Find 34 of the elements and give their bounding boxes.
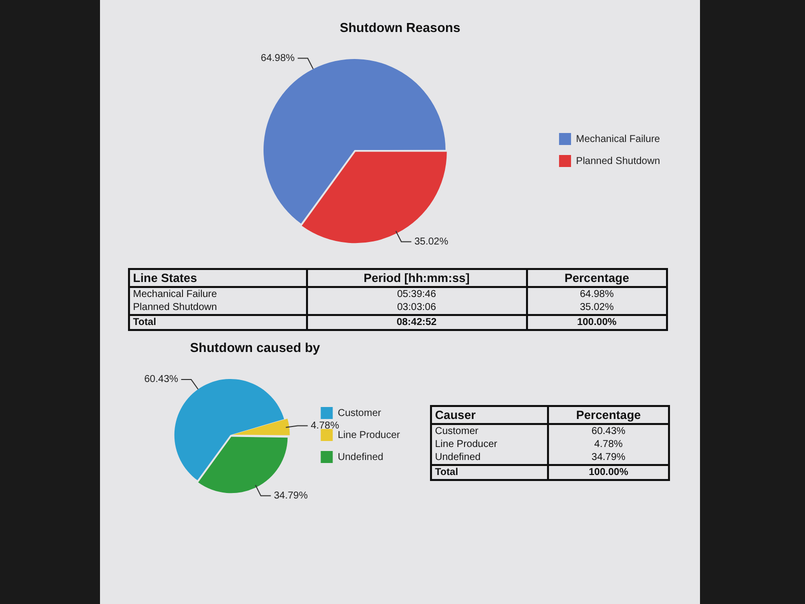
legend-label: Undefined: [338, 452, 384, 463]
legend-label: Line Producer: [338, 430, 401, 441]
text: 34.79%: [592, 452, 626, 463]
legend-label: Mechanical Failure: [576, 134, 660, 145]
text: 100.00%: [526, 315, 667, 330]
text: 100.00%: [548, 465, 669, 480]
text: 4.78%: [594, 439, 623, 450]
text: 08:42:52: [306, 315, 527, 330]
data-label: 64.98%: [260, 53, 295, 64]
legend-label: Planned Shutdown: [576, 156, 660, 167]
text: 05:39:46: [306, 287, 527, 301]
data-label: 35.02%: [414, 236, 448, 248]
text: Period [hh:mm:ss]: [306, 269, 527, 287]
data-label: 60.43%: [144, 374, 178, 386]
text: 60.43%: [592, 426, 626, 437]
chart-title: Shutdown Reasons: [338, 20, 462, 35]
text: 03:03:06: [306, 301, 527, 315]
chart-title: Shutdown caused by: [189, 340, 322, 355]
data-label: 4.78%: [310, 420, 340, 432]
text: Percentage: [526, 269, 667, 287]
text: Total: [431, 465, 548, 480]
category-label: Mechanical Failure: [133, 289, 217, 300]
legend-label: Customer: [338, 408, 382, 419]
data-label: 34.79%: [274, 490, 308, 502]
text: Line States: [129, 269, 307, 287]
category-label: Planned Shutdown: [133, 302, 217, 313]
text: Total: [129, 315, 307, 330]
category-label: Customer: [435, 426, 478, 437]
text: 64.98%: [580, 289, 614, 300]
text: Causer: [431, 406, 548, 424]
category-label: Undefined: [435, 452, 481, 463]
text: 35.02%: [580, 302, 614, 313]
category-label: Line Producer: [435, 439, 498, 450]
text: Percentage: [548, 406, 669, 424]
